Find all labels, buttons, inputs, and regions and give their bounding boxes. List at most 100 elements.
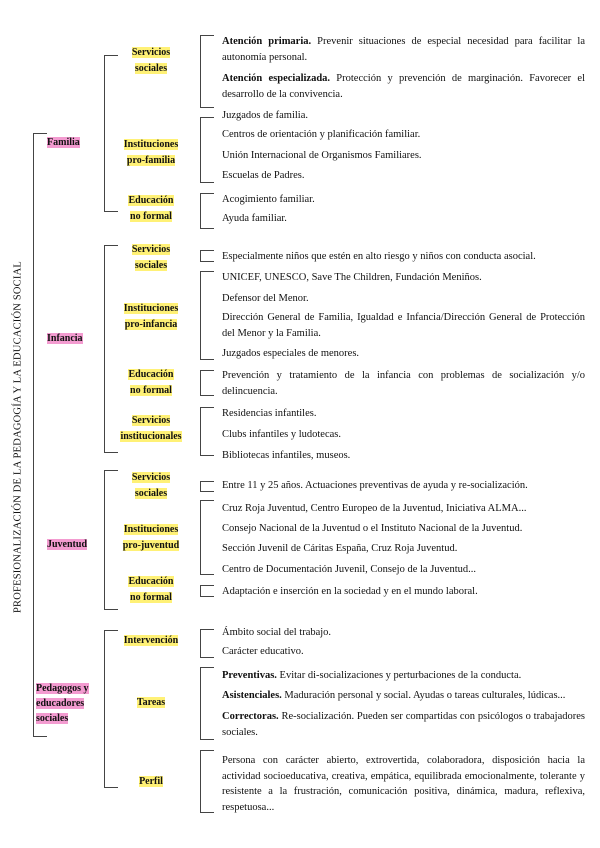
item-text: Adaptación e inserción en la sociedad y … <box>222 586 478 597</box>
list-item: Cruz Roja Juventud, Centro Europeo de la… <box>222 501 585 517</box>
map-title: PROFESIONALIZACIÓN DE LA PEDAGOGÍA Y LA … <box>12 261 24 613</box>
subcategory-text: Intervención <box>123 635 179 646</box>
item-text: Persona con carácter abierto, extroverti… <box>222 755 585 813</box>
subcategory-bracket <box>200 500 214 575</box>
subcategory-text: Instituciones <box>123 139 179 150</box>
subcategory-bracket <box>200 193 214 229</box>
list-item: Prevención y tratamiento de la infancia … <box>222 368 585 399</box>
item-text: Defensor del Menor. <box>222 293 309 304</box>
subcategory-text: no formal <box>130 592 172 603</box>
list-item: Asistenciales. Maduración personal y soc… <box>222 688 585 704</box>
category-label: Infancia <box>47 331 107 346</box>
subcategory-label: Instituciones pro-familia <box>105 137 197 169</box>
list-item: Adaptación e inserción en la sociedad y … <box>222 584 585 600</box>
item-text: Clubs infantiles y ludotecas. <box>222 429 341 440</box>
subcategory-label: Instituciones pro-infancia <box>105 301 197 333</box>
item-text: Cruz Roja Juventud, Centro Europeo de la… <box>222 503 527 514</box>
subcategory-text: Servicios <box>131 47 171 58</box>
subcategory-bracket <box>200 35 214 108</box>
item-text: Residencias infantiles. <box>222 408 317 419</box>
item-text: Maduración personal y social. Ayudas o t… <box>281 690 566 701</box>
list-item: Atención primaria. Prevenir situaciones … <box>222 34 585 65</box>
list-item: Ayuda familiar. <box>222 211 585 227</box>
subcategory-text: sociales <box>134 260 168 271</box>
category-text: Juventud <box>47 539 88 550</box>
subcategory-label: Intervención <box>105 633 197 649</box>
item-text: UNICEF, UNESCO, Save The Children, Funda… <box>222 272 482 283</box>
category-bracket <box>104 245 118 453</box>
item-text: Sección Juvenil de Cáritas España, Cruz … <box>222 543 458 554</box>
subcategory-text: Instituciones <box>123 303 179 314</box>
item-text: Prevención y tratamiento de la infancia … <box>222 370 585 397</box>
item-text: Centros de orientación y planificación f… <box>222 129 421 140</box>
list-item: Carácter educativo. <box>222 644 585 660</box>
subcategory-text: Educación <box>128 576 174 587</box>
subcategory-text: sociales <box>134 63 168 74</box>
list-item: Preventivas. Evitar di-socializaciones y… <box>222 668 585 684</box>
subcategory-text: pro-familia <box>126 155 176 166</box>
subcategory-bracket <box>200 750 214 813</box>
item-text: Escuelas de Padres. <box>222 170 305 181</box>
category-text: Infancia <box>47 333 83 344</box>
item-heading: Atención primaria. <box>222 36 312 47</box>
item-text: Bibliotecas infantiles, museos. <box>222 450 351 461</box>
item-text: Ayuda familiar. <box>222 213 287 224</box>
item-text: Re-socialización. Pueden ser compartidas… <box>222 711 585 738</box>
item-heading: Preventivas. <box>222 670 277 681</box>
subcategory-text: pro-juventud <box>122 540 180 551</box>
subcategory-text: Servicios <box>131 244 171 255</box>
item-text: Unión Internacional de Organismos Famili… <box>222 150 422 161</box>
item-text: Acogimiento familiar. <box>222 194 315 205</box>
subcategory-text: Perfil <box>139 776 163 787</box>
subcategory-label: Tareas <box>105 695 197 711</box>
subcategory-text: Tareas <box>136 697 166 708</box>
subcategory-bracket <box>200 481 214 492</box>
subcategory-label: Educación no formal <box>105 193 197 225</box>
item-text: Entre 11 y 25 años. Actuaciones preventi… <box>222 480 528 491</box>
list-item: Bibliotecas infantiles, museos. <box>222 448 585 464</box>
category-bracket <box>104 55 118 212</box>
item-text: Carácter educativo. <box>222 646 304 657</box>
category-label: Familia <box>47 135 107 150</box>
category-text: Pedagogos y educadores sociales <box>36 683 89 724</box>
subcategory-label: Educación no formal <box>105 367 197 399</box>
item-text: Dirección General de Familia, Igualdad e… <box>222 312 585 339</box>
subcategory-bracket <box>200 407 214 456</box>
list-item: Persona con carácter abierto, extroverti… <box>222 753 585 815</box>
main-bracket <box>33 133 47 737</box>
list-item: Clubs infantiles y ludotecas. <box>222 427 585 443</box>
list-item: Ámbito social del trabajo. <box>222 625 585 641</box>
list-item: Consejo Nacional de la Juventud o el Ins… <box>222 521 585 537</box>
list-item: Dirección General de Familia, Igualdad e… <box>222 310 585 341</box>
subcategory-label: Servicios sociales <box>105 242 197 274</box>
subcategory-text: Servicios <box>131 415 171 426</box>
subcategory-label: Servicios institucionales <box>105 413 197 445</box>
subcategory-text: Instituciones <box>123 524 179 535</box>
category-label: Juventud <box>47 537 107 552</box>
category-label: Pedagogos y educadores sociales <box>36 681 98 726</box>
item-heading: Correctoras. <box>222 711 279 722</box>
subcategory-text: no formal <box>130 211 172 222</box>
list-item: Defensor del Menor. <box>222 291 585 307</box>
item-heading: Atención especializada. <box>222 73 331 84</box>
category-text: Familia <box>47 137 80 148</box>
list-item: Centro de Documentación Juvenil, Consejo… <box>222 562 585 578</box>
subcategory-label: Educación no formal <box>105 574 197 606</box>
item-text: Protección y prevención de marginación. … <box>222 73 585 100</box>
item-text: Ámbito social del trabajo. <box>222 627 332 638</box>
list-item: Unión Internacional de Organismos Famili… <box>222 148 585 164</box>
item-text: Consejo Nacional de la Juventud o el Ins… <box>222 523 523 534</box>
list-item: Acogimiento familiar. <box>222 192 585 208</box>
subcategory-bracket <box>200 117 214 183</box>
list-item: Residencias infantiles. <box>222 406 585 422</box>
list-item: Juzgados especiales de menores. <box>222 346 585 362</box>
item-text: Juzgados especiales de menores. <box>222 348 360 359</box>
item-text: Especialmente niños que estén en alto ri… <box>222 251 536 262</box>
subcategory-label: Servicios sociales <box>105 470 197 502</box>
subcategory-bracket <box>200 271 214 360</box>
item-heading: Asistenciales. <box>222 690 282 701</box>
list-item: Correctoras. Re-socialización. Pueden se… <box>222 709 585 740</box>
list-item: Especialmente niños que estén en alto ri… <box>222 249 585 265</box>
subcategory-label: Instituciones pro-juventud <box>105 522 197 554</box>
item-text: Juzgados de familia. <box>222 110 309 121</box>
